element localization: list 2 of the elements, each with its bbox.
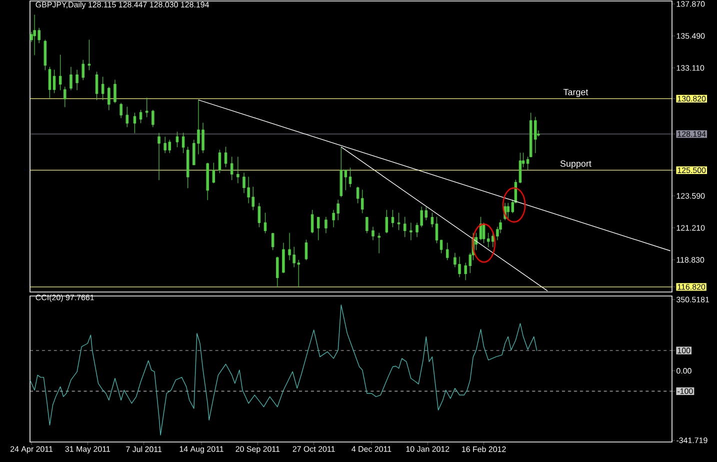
ref-line-label: Target: [563, 88, 588, 98]
ref-line-label: Support: [560, 160, 592, 169]
